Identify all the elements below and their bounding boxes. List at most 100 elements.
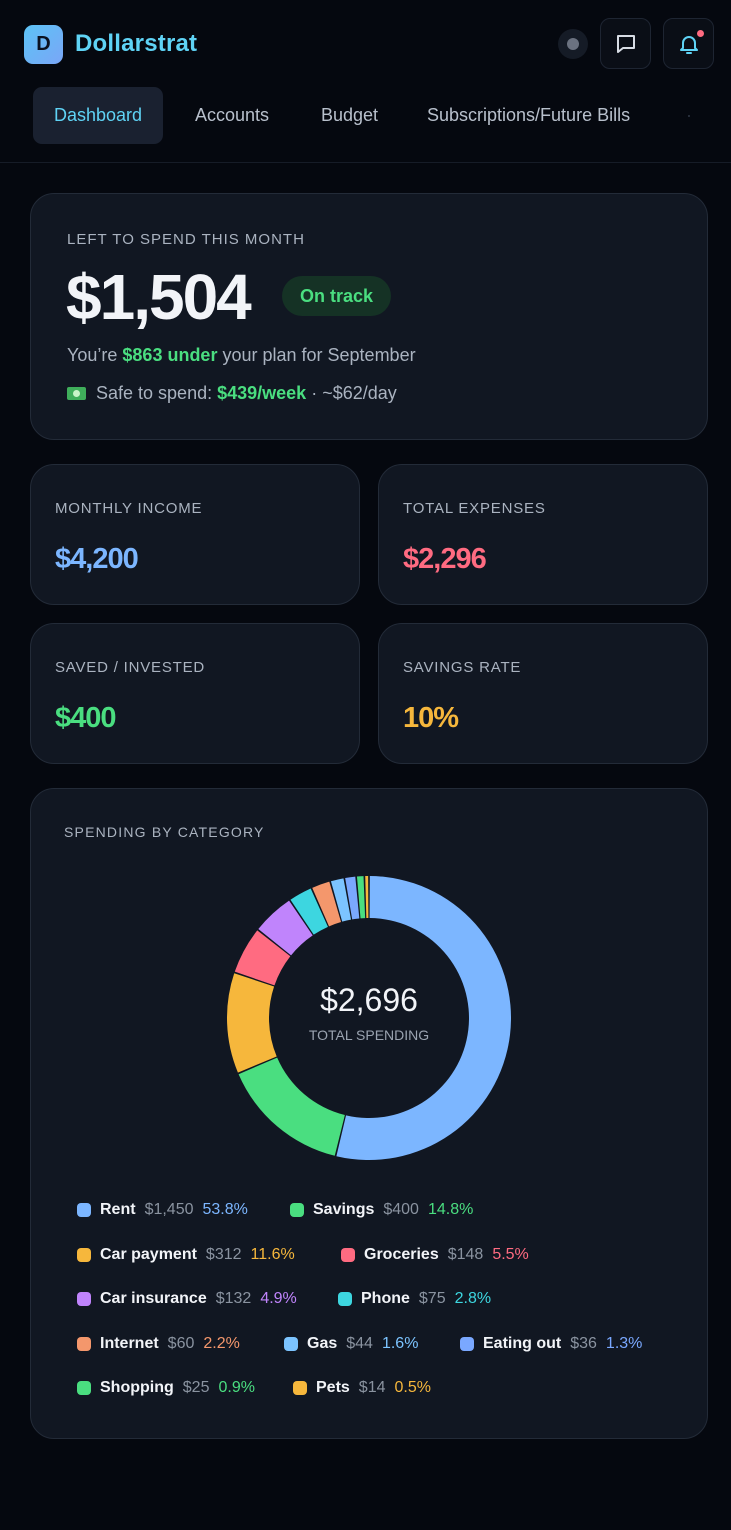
stat-value: $4,200	[55, 543, 139, 575]
donut-slice-groceries[interactable]	[234, 930, 291, 986]
legend-percent: 1.3%	[605, 1334, 643, 1352]
legend-category-name: Car payment	[100, 1245, 197, 1263]
legend-amount: $75	[418, 1290, 446, 1307]
legend-item-rent[interactable]: Rent $1,450 53.8%	[77, 1201, 248, 1219]
chart-title: SPENDING BY CATEGORY	[64, 824, 265, 840]
legend-amount: $312	[205, 1245, 242, 1263]
stat-label: MONTHLY INCOME	[55, 500, 203, 517]
legend-swatch	[338, 1292, 352, 1306]
top-bar: D Dollarstrat	[0, 0, 731, 88]
donut-slice-car-payment[interactable]	[227, 973, 277, 1073]
donut-slice-rent[interactable]	[336, 876, 512, 1160]
plan-under-amount: $863 under	[122, 345, 218, 365]
chat-icon	[616, 34, 635, 53]
legend-swatch	[77, 1336, 91, 1351]
money-icon	[67, 387, 86, 400]
legend-swatch	[290, 1203, 304, 1217]
legend-swatch	[77, 1247, 91, 1262]
legend-item-savings[interactable]: Savings $400 14.8%	[290, 1201, 473, 1219]
legend-category-name: Phone	[361, 1290, 410, 1307]
legend-amount: $60	[167, 1334, 195, 1352]
notifications-button[interactable]	[663, 18, 714, 69]
tab-dashboard[interactable]: Dashboard	[33, 87, 164, 144]
left-to-spend-amount: $1,504	[66, 261, 252, 333]
left-to-spend-label: LEFT TO SPEND THIS MONTH	[67, 231, 305, 248]
status-dot	[567, 38, 579, 50]
legend-swatch	[77, 1381, 91, 1395]
legend-item-pets[interactable]: Pets $14 0.5%	[293, 1379, 431, 1397]
stat-value: 10%	[403, 702, 459, 734]
legend-percent: 0.9%	[218, 1379, 255, 1396]
legend-item-car-insurance[interactable]: Car insurance $132 4.9%	[77, 1290, 297, 1308]
legend-category-name: Groceries	[364, 1245, 439, 1263]
donut-slice-internet[interactable]	[312, 881, 342, 927]
donut-slice-shopping[interactable]	[356, 876, 366, 919]
legend-category-name: Gas	[307, 1334, 338, 1352]
notification-badge	[697, 30, 704, 37]
status-dot-icon[interactable]	[558, 29, 588, 59]
legend-percent: 1.6%	[381, 1334, 419, 1352]
legend-category-name: Pets	[316, 1379, 350, 1396]
logo-letter: D	[36, 33, 51, 55]
legend-category-name: Car insurance	[100, 1290, 207, 1307]
legend-swatch	[460, 1336, 474, 1351]
stat-label: TOTAL EXPENSES	[403, 500, 546, 517]
plan-prefix: You’re	[67, 345, 118, 365]
safe-to-spend-daily: · ~$62/day	[311, 383, 397, 403]
stat-label: SAVINGS RATE	[403, 659, 522, 676]
legend-swatch	[341, 1247, 355, 1262]
legend-category-name: Internet	[100, 1334, 159, 1352]
nav-tabs: Dashboard Accounts Budget Subscriptions/…	[0, 87, 731, 163]
legend-percent: 2.8%	[454, 1290, 492, 1307]
legend-item-internet[interactable]: Internet $60 2.2%	[77, 1335, 240, 1353]
legend-category-name: Rent	[100, 1201, 136, 1218]
stat-label: SAVED / INVESTED	[55, 659, 206, 676]
bell-icon	[679, 35, 698, 54]
tab-subscriptions[interactable]: Subscriptions/Future Bills	[427, 105, 631, 125]
legend-amount: $148	[447, 1245, 484, 1263]
legend-percent: 53.8%	[202, 1201, 248, 1218]
legend-amount: $132	[215, 1290, 252, 1307]
stat-value: $400	[55, 702, 117, 734]
chat-button[interactable]	[600, 18, 651, 69]
tab-budget[interactable]: Budget	[321, 105, 379, 125]
legend-category-name: Savings	[313, 1201, 375, 1218]
donut-slice-pets[interactable]	[365, 876, 369, 919]
legend-category-name: Eating out	[483, 1334, 562, 1352]
legend-percent: 0.5%	[394, 1379, 431, 1396]
savings-rate-card: SAVINGS RATE 10%	[378, 623, 708, 764]
legend-item-car-payment[interactable]: Car payment $312 11.6%	[77, 1246, 295, 1264]
legend-category-name: Shopping	[100, 1379, 174, 1396]
legend-item-eating-out[interactable]: Eating out $36 1.3%	[460, 1335, 642, 1353]
legend-amount: $44	[346, 1334, 373, 1352]
donut-slice-gas[interactable]	[330, 878, 352, 922]
legend-swatch	[77, 1292, 91, 1306]
total-spending-amount: $2,696	[320, 982, 418, 1018]
legend-amount: $1,450	[144, 1201, 194, 1218]
status-badge: On track	[282, 276, 392, 316]
donut-slice-phone[interactable]	[290, 888, 328, 935]
legend-amount: $36	[570, 1334, 597, 1352]
stat-value: $2,296	[403, 543, 487, 575]
tab-accounts[interactable]: Accounts	[195, 105, 270, 125]
legend-amount: $400	[383, 1201, 419, 1218]
total-expenses-card: TOTAL EXPENSES $2,296	[378, 464, 708, 605]
legend-swatch	[293, 1381, 307, 1395]
app-title[interactable]: Dollarstrat	[75, 30, 198, 57]
legend-swatch	[77, 1203, 91, 1217]
spending-donut-chart	[227, 876, 512, 1160]
saved-invested-card: SAVED / INVESTED $400	[30, 623, 360, 764]
legend-item-gas[interactable]: Gas $44 1.6%	[284, 1335, 418, 1353]
legend-amount: $14	[358, 1379, 386, 1396]
app-logo[interactable]: D	[24, 25, 63, 64]
donut-slice-car-insurance[interactable]	[258, 900, 313, 956]
legend-percent: 2.2%	[203, 1334, 240, 1352]
donut-slice-eating-out[interactable]	[345, 876, 360, 920]
legend-percent: 4.9%	[260, 1290, 297, 1307]
donut-slice-savings[interactable]	[238, 1057, 345, 1156]
legend-percent: 5.5%	[492, 1245, 529, 1263]
legend-item-phone[interactable]: Phone $75 2.8%	[338, 1290, 491, 1308]
legend-item-groceries[interactable]: Groceries $148 5.5%	[341, 1246, 529, 1264]
tab-overflow-fade: ·	[686, 105, 692, 125]
legend-item-shopping[interactable]: Shopping $25 0.9%	[77, 1379, 255, 1397]
